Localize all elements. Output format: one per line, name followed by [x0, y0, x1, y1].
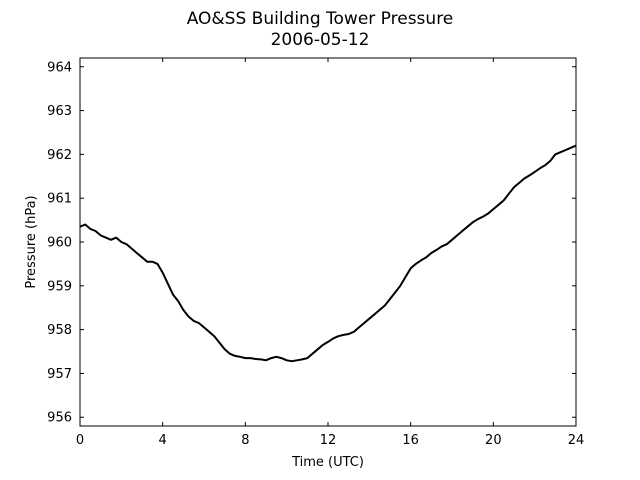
x-axis-label: Time (UTC)	[291, 455, 364, 470]
y-tick-label: 963	[47, 104, 72, 119]
plot-frame	[79, 57, 577, 427]
x-tick-label: 8	[241, 433, 249, 448]
y-tick-label: 962	[47, 148, 72, 163]
y-tick-label: 956	[47, 411, 72, 426]
x-axis-ticks: 0 4 8 12 16 20 24	[76, 58, 584, 448]
y-tick-label: 961	[47, 192, 72, 207]
y-tick-label: 958	[47, 323, 72, 338]
y-axis-ticks: 956 957 958 959 960 961 962 963 964	[47, 60, 576, 426]
chart-subtitle: 2006-05-12	[271, 30, 370, 50]
plot-area	[79, 144, 577, 363]
chart-title: AO&SS Building Tower Pressure	[187, 9, 454, 29]
x-tick-label: 20	[485, 433, 502, 448]
y-tick-label: 960	[47, 236, 72, 251]
x-tick-label: 12	[320, 433, 337, 448]
y-tick-label: 959	[47, 279, 72, 294]
x-tick-label: 4	[159, 433, 167, 448]
y-tick-label: 957	[47, 367, 72, 382]
y-tick-label: 964	[47, 60, 72, 75]
pressure-series-line	[79, 144, 577, 363]
x-tick-label: 16	[402, 433, 419, 448]
x-tick-label: 0	[76, 433, 84, 448]
x-tick-label: 24	[568, 433, 585, 448]
y-axis-label: Pressure (hPa)	[24, 195, 39, 288]
